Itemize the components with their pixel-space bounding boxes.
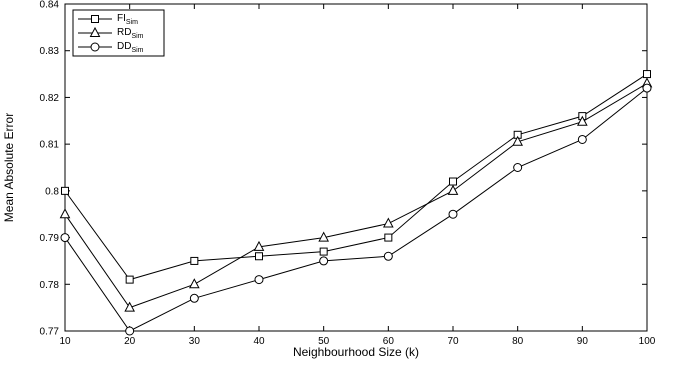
data-point xyxy=(577,115,588,126)
y-tick-label: 0.77 xyxy=(40,327,60,338)
y-tick-label: 0.83 xyxy=(40,46,60,57)
legend-marker xyxy=(91,15,99,23)
data-point xyxy=(125,326,135,336)
x-tick-label: 10 xyxy=(59,336,71,347)
x-tick-label: 40 xyxy=(253,336,265,347)
data-point xyxy=(448,209,458,219)
legend-label: RDSim xyxy=(117,27,144,40)
data-point xyxy=(319,247,328,256)
series-layer xyxy=(59,70,653,336)
data-point xyxy=(449,177,457,186)
legend-item: DDSim xyxy=(78,41,144,54)
legend-item: FISim xyxy=(78,13,138,26)
data-point xyxy=(319,256,329,266)
data-point xyxy=(642,83,652,93)
data-point xyxy=(254,275,264,285)
data-point xyxy=(125,275,134,284)
y-tick-label: 0.84 xyxy=(40,0,60,11)
series-rd xyxy=(59,77,653,312)
data-point xyxy=(253,240,265,251)
data-point xyxy=(643,70,651,79)
y-tick-label: 0.82 xyxy=(40,93,60,104)
x-tick-label: 90 xyxy=(577,336,589,347)
data-point xyxy=(383,251,393,261)
legend-label: DDSim xyxy=(117,41,144,54)
data-point xyxy=(255,252,263,261)
data-point xyxy=(190,256,199,265)
x-tick-label: 100 xyxy=(639,336,656,347)
x-tick-label: 30 xyxy=(189,336,201,347)
y-tick-label: 0.79 xyxy=(40,233,60,244)
data-point xyxy=(61,186,69,195)
data-point xyxy=(512,135,523,146)
legend-marker xyxy=(90,42,100,52)
plot-frame xyxy=(64,3,648,332)
y-axis: 0.77 0.78 0.79 0.8 0.81 0.82 0.83 0.84 xyxy=(40,0,647,338)
plot-area xyxy=(64,3,648,332)
y-tick-label: 0.78 xyxy=(40,280,60,291)
series-line xyxy=(64,87,648,332)
y-tick-label: 0.8 xyxy=(45,186,59,197)
series-fi xyxy=(61,70,651,284)
data-point xyxy=(60,233,70,243)
data-point xyxy=(577,134,587,144)
y-tick-label: 0.81 xyxy=(40,140,60,151)
data-point xyxy=(513,163,523,172)
legend-label: FISim xyxy=(117,13,138,26)
series-line xyxy=(64,73,648,281)
x-tick-label: 80 xyxy=(512,336,524,347)
data-point xyxy=(318,231,329,242)
x-axis-label: Neighbourhood Size (k) xyxy=(293,345,419,359)
data-point xyxy=(189,293,199,303)
data-point xyxy=(383,217,394,228)
x-tick-label: 70 xyxy=(447,336,459,347)
y-axis-label: Mean Absolute Error xyxy=(2,113,16,222)
series-dd xyxy=(60,83,652,336)
legend-item: RDSim xyxy=(78,26,144,40)
data-point xyxy=(59,208,71,219)
data-point xyxy=(447,184,459,195)
x-tick-label: 60 xyxy=(383,336,395,347)
data-point xyxy=(384,233,393,242)
x-tick-label: 20 xyxy=(124,336,136,347)
legend-marker xyxy=(89,26,101,37)
data-point xyxy=(189,278,200,289)
x-tick-label: 50 xyxy=(318,336,330,347)
data-point xyxy=(124,301,135,312)
series-line xyxy=(64,82,648,309)
